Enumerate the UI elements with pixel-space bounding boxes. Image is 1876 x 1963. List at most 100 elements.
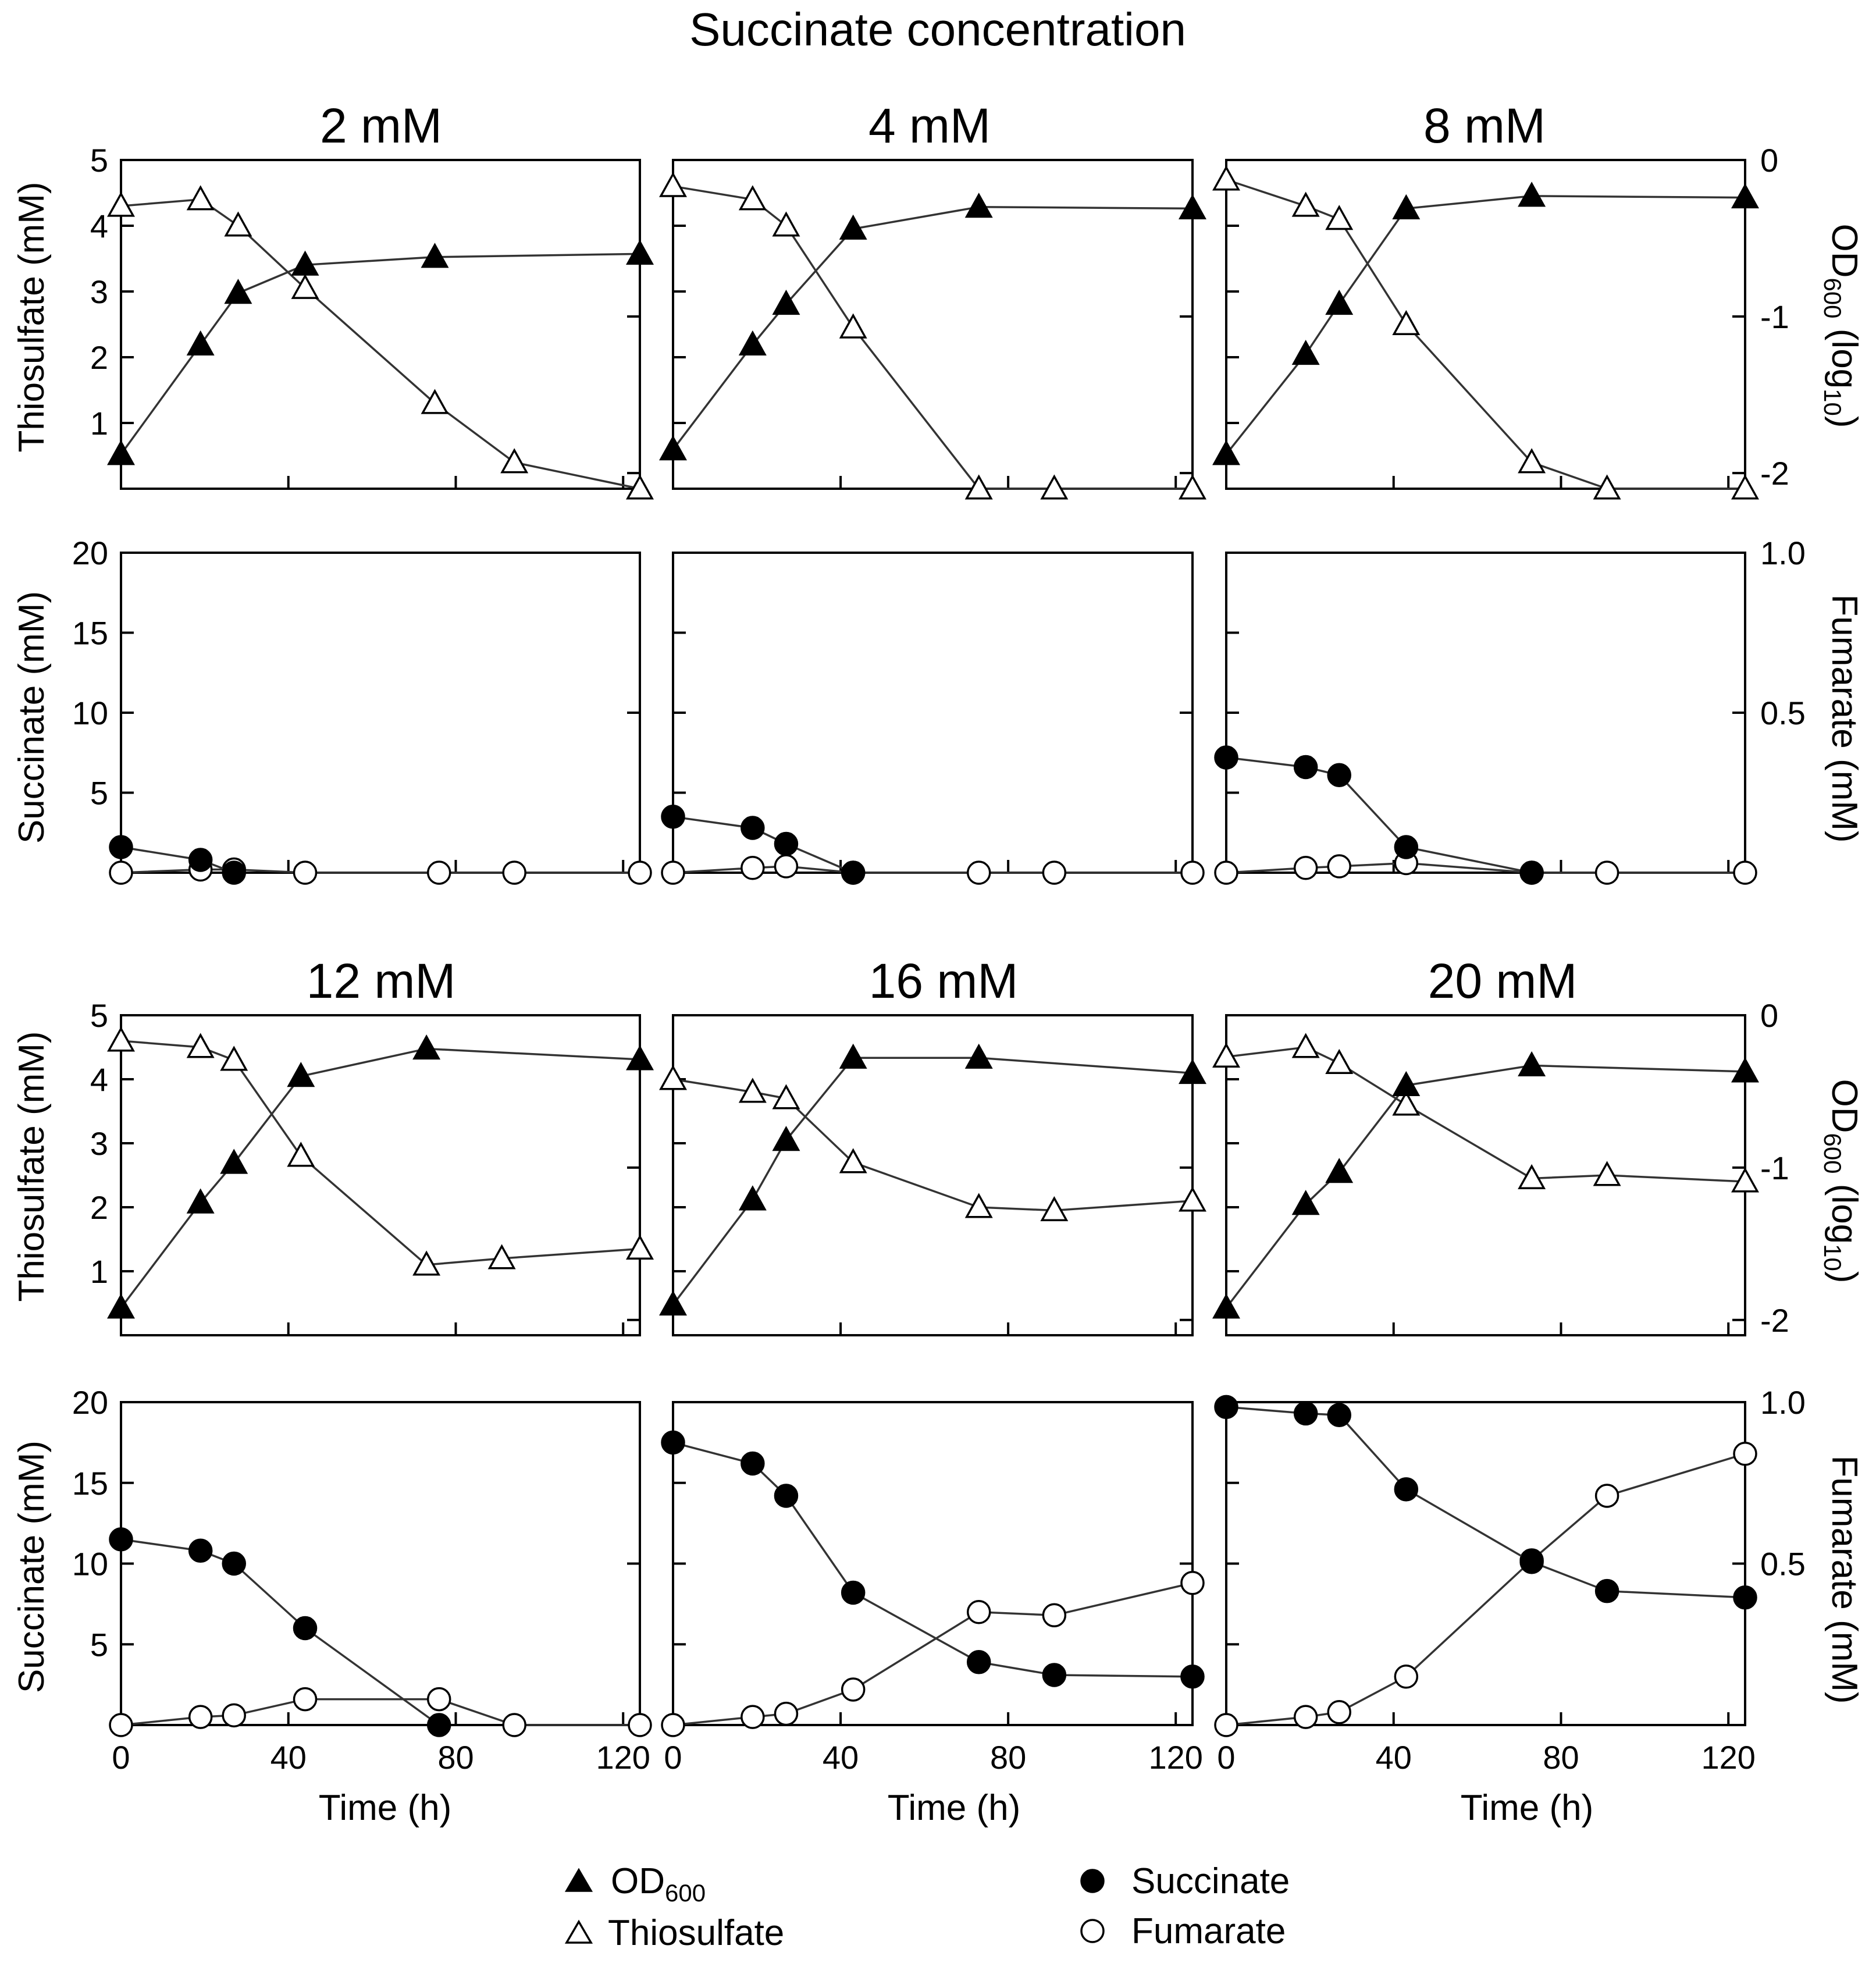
succinate-line-p3-bottom	[1226, 756, 1532, 874]
od600-point-p4-top-5	[626, 1045, 654, 1071]
od600-point-p5-top-3	[839, 1043, 867, 1069]
od600-point-p3-top-0	[1212, 440, 1240, 465]
od600-line-p2-top	[672, 205, 1193, 450]
succinate-point-p3-bottom-0	[1214, 745, 1238, 770]
od600-point-p6-top-0	[1212, 1293, 1240, 1319]
left-tick-label-p4-bottom-0: 5	[90, 1626, 108, 1663]
thiosulfate-point-p4-top-6	[626, 1234, 654, 1260]
thiosulfate-point-p6-top-3	[1392, 1090, 1421, 1116]
od600-point-p6-top-3	[1392, 1071, 1421, 1097]
right-tick-label-p6-top-1: -1	[1760, 1150, 1789, 1186]
od600-line-p1-top	[120, 253, 640, 455]
x-tick-label-p5-bottom-2: 80	[990, 1739, 1026, 1776]
fumarate-line-p5-bottom	[672, 1582, 1193, 1726]
succinate-point-p4-bottom-0	[109, 1527, 133, 1552]
left-tick-label-p1-bottom-0: 5	[90, 775, 108, 812]
fumarate-axis-label-row1: Fumarate (mM)	[1824, 594, 1864, 842]
fumarate-point-p5-bottom-4	[966, 1600, 991, 1624]
succinate-point-p5-bottom-2	[774, 1484, 799, 1508]
legend-od600-main: OD	[611, 1861, 665, 1901]
x-axis-label-col1: Time (h)	[319, 1788, 451, 1828]
panel-title-16mm: 16 mM	[869, 954, 1019, 1008]
succinate-point-p5-bottom-0	[661, 1430, 685, 1455]
thiosulfate-point-p4-top-4	[412, 1250, 441, 1276]
succinate-point-p4-bottom-4	[426, 1713, 451, 1737]
od600-axis-label-log-sub: 10	[1819, 389, 1846, 416]
panel-title-2mm: 2 mM	[320, 98, 442, 153]
od600-point-p5-top-5	[1179, 1058, 1206, 1084]
x-axis-label-col2: Time (h)	[888, 1788, 1020, 1828]
thiosulfate-point-p2-top-5	[1040, 474, 1069, 500]
right-tick-label-p6-top-2: -2	[1760, 1302, 1789, 1339]
right-tick-label-p6-bottom-1: 1.0	[1760, 1384, 1806, 1421]
fumarate-point-p5-bottom-2	[774, 1701, 799, 1726]
x-tick-label-p4-bottom-0: 0	[112, 1739, 130, 1776]
fumarate-point-p1-bottom-4	[426, 860, 451, 885]
succinate-axis-label-row2: Succinate (mM)	[12, 1441, 52, 1693]
succinate-point-p5-bottom-5	[1042, 1663, 1067, 1687]
fumarate-point-p6-bottom-5	[1594, 1484, 1619, 1508]
plot-frame-p6-bottom	[1225, 1401, 1746, 1726]
thiosulfate-point-p3-top-6	[1731, 474, 1759, 500]
left-tick-label-p4-bottom-2: 15	[72, 1465, 108, 1502]
fumarate-point-p3-bottom-2	[1327, 854, 1351, 879]
fumarate-point-p1-bottom-3	[293, 860, 318, 885]
thiosulfate-axis-label-row2: Thiosulfate (mM)	[12, 1031, 52, 1301]
thiosulfate-point-p2-top-1	[738, 185, 767, 211]
plot-frame-p6-top	[1225, 1014, 1746, 1336]
left-tick-label-p4-bottom-3: 20	[72, 1384, 108, 1421]
od600-point-p3-top-4	[1518, 182, 1546, 207]
thiosulfate-point-p6-top-2	[1325, 1048, 1354, 1075]
fumarate-point-p1-bottom-0	[109, 860, 133, 885]
left-tick-label-p1-top-3: 4	[90, 208, 108, 244]
left-tick-label-p4-top-0: 1	[90, 1253, 108, 1290]
panel-title-8mm: 8 mM	[1423, 98, 1546, 153]
plot-area: 1 2 3 4 5 0 -1 -2 5 10 15 20 0.5 1.0 1 2 3 4 5 0 -1 -2 5 10 15 20…	[72, 142, 1806, 1776]
od600-point-p4-top-3	[287, 1062, 315, 1087]
od600-point-p3-top-5	[1731, 183, 1759, 209]
legend-thiosulfate-marker	[564, 1919, 593, 1944]
succinate-point-p5-bottom-1	[741, 1451, 765, 1476]
succinate-point-p6-bottom-2	[1327, 1403, 1351, 1427]
thiosulfate-point-p2-top-6	[1179, 474, 1206, 500]
od600-point-p5-top-4	[964, 1043, 993, 1069]
succinate-point-p4-bottom-2	[222, 1551, 246, 1576]
left-tick-label-p1-bottom-2: 15	[72, 615, 108, 652]
succinate-point-p1-bottom-2	[222, 860, 246, 885]
fumarate-point-p6-bottom-2	[1327, 1700, 1351, 1724]
od600-line-p5-top	[672, 1057, 1193, 1306]
x-tick-label-p4-bottom-2: 80	[437, 1739, 474, 1776]
od600-point-p6-top-2	[1325, 1158, 1354, 1183]
fumarate-point-p4-bottom-4	[426, 1687, 451, 1712]
thiosulfate-axis-label-row1: Thiosulfate (mM)	[12, 182, 52, 452]
od600-axis-label-main-2: OD	[1824, 1079, 1864, 1133]
fumarate-point-p6-bottom-6	[1733, 1442, 1757, 1466]
thiosulfate-point-p3-top-0	[1212, 165, 1240, 191]
legend-fumarate-label: Fumarate	[1131, 1911, 1286, 1951]
right-tick-label-p3-top-2: -2	[1760, 455, 1789, 492]
succinate-point-p5-bottom-6	[1180, 1665, 1205, 1689]
thiosulfate-point-p3-top-2	[1325, 205, 1354, 230]
fumarate-point-p2-bottom-5	[1042, 860, 1067, 885]
od600-point-p3-top-3	[1392, 194, 1421, 219]
od600-point-p2-top-5	[1179, 194, 1206, 219]
od600-axis-label-close-2: )	[1824, 1271, 1864, 1283]
left-tick-label-p1-bottom-1: 10	[72, 695, 108, 731]
fumarate-point-p5-bottom-5	[1042, 1603, 1067, 1628]
succinate-line-p4-bottom	[120, 1538, 440, 1726]
thiosulfate-point-p4-top-1	[186, 1033, 215, 1058]
fumarate-point-p3-bottom-6	[1733, 860, 1757, 885]
thiosulfate-point-p4-top-3	[287, 1141, 315, 1167]
od600-point-p2-top-0	[659, 435, 687, 461]
x-tick-label-p6-bottom-1: 40	[1376, 1739, 1412, 1776]
succinate-point-p4-bottom-3	[293, 1616, 318, 1641]
fumarate-point-p1-bottom-6	[628, 860, 652, 885]
thiosulfate-line-p6-top	[1226, 1046, 1746, 1183]
right-tick-label-p3-top-1: -1	[1760, 298, 1789, 335]
fumarate-point-p4-bottom-1	[188, 1705, 213, 1729]
left-tick-label-p4-top-3: 4	[90, 1061, 108, 1098]
od600-point-p2-top-1	[738, 330, 767, 356]
od600-axis-label-paren: (log	[1824, 319, 1864, 389]
plot-frame-p1-top	[120, 159, 641, 490]
right-tick-label-p6-bottom-0: 0.5	[1760, 1546, 1806, 1583]
